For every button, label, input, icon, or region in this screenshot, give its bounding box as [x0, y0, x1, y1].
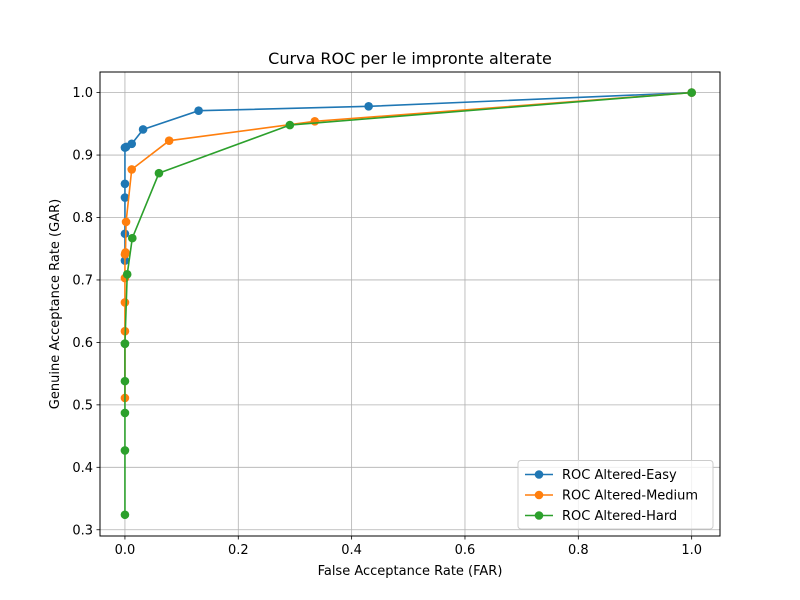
x-tick-label: 0.8: [568, 543, 589, 558]
data-point: [120, 446, 130, 455]
x-tick-label: 0.2: [228, 543, 249, 558]
series-line: [124, 91, 692, 261]
x-tick-label: 0.6: [455, 543, 476, 558]
data-point: [120, 339, 130, 348]
y-tick-label: 0.4: [72, 461, 93, 476]
data-point: [121, 248, 130, 257]
data-point: [120, 179, 130, 189]
x-axis-label: False Acceptance Rate (FAR): [318, 564, 503, 579]
data-point: [120, 193, 130, 202]
legend-label: ROC Altered-Medium: [562, 489, 698, 504]
y-tick-label: 0.3: [72, 523, 93, 538]
y-tick-label: 0.6: [72, 336, 93, 351]
data-point: [164, 136, 174, 145]
series-group: [120, 88, 696, 520]
series-2: [120, 88, 696, 403]
y-axis: 0.3 0.4 0.5 0.6 0.7 0.8 0.9 1.0: [72, 86, 100, 538]
data-point: [154, 168, 164, 178]
y-axis-label: Genuine Acceptance Rate (GAR): [48, 199, 63, 409]
series-1: [120, 88, 696, 265]
legend-swatch-marker: [534, 470, 544, 479]
legend-label: ROC Altered-Hard: [562, 509, 677, 524]
data-point: [138, 125, 148, 134]
legend: ROC Altered-Easy ROC Altered-Medium ROC Al…: [517, 460, 714, 530]
data-point: [120, 510, 130, 520]
series-3: [120, 88, 696, 520]
data-point: [310, 117, 320, 126]
x-tick-label: 0.0: [115, 543, 136, 558]
legend-swatch-marker: [534, 490, 544, 500]
x-axis: 0.0 0.2 0.4 0.6 0.8 1.0: [115, 536, 702, 558]
chart-title: Curva ROC per le impronte alterate: [268, 49, 552, 68]
y-tick-label: 1.0: [72, 86, 93, 101]
y-tick-label: 0.8: [72, 211, 93, 226]
legend-label: ROC Altered-Easy: [562, 468, 677, 483]
y-tick-label: 0.9: [72, 149, 93, 164]
data-point: [128, 233, 137, 243]
y-tick-label: 0.5: [72, 398, 93, 413]
data-point: [687, 88, 696, 97]
data-point: [285, 120, 295, 130]
legend-item: ROC Altered-Hard: [525, 509, 677, 524]
series-line: [124, 91, 692, 398]
x-tick-label: 1.0: [681, 543, 702, 558]
x-tick-label: 0.4: [341, 543, 362, 558]
data-point: [121, 217, 131, 227]
data-point: [127, 165, 137, 174]
data-point: [120, 376, 130, 386]
y-tick-label: 0.7: [72, 273, 93, 288]
data-point: [194, 106, 203, 116]
data-point: [120, 408, 130, 418]
plot-frame: [99, 71, 721, 537]
grid: [100, 72, 720, 536]
data-point: [364, 102, 373, 111]
legend-item: ROC Altered-Easy: [525, 468, 677, 483]
legend-item: ROC Altered-Medium: [525, 489, 698, 504]
data-point: [127, 139, 137, 149]
data-point: [122, 270, 132, 279]
series-line: [124, 91, 692, 515]
legend-swatch-marker: [534, 511, 544, 520]
legend-box: [517, 460, 714, 530]
data-point: [120, 229, 130, 239]
data-point: [120, 298, 130, 307]
